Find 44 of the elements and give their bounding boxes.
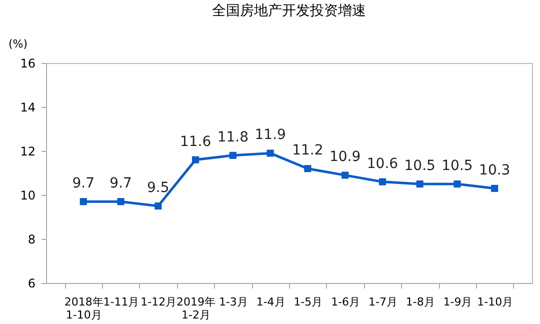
data-label: 10.9 xyxy=(329,149,361,166)
data-label: 10.3 xyxy=(479,162,510,178)
point xyxy=(378,178,386,186)
data-label: 10.6 xyxy=(366,156,398,172)
point xyxy=(80,198,87,206)
point xyxy=(117,198,124,206)
data-label: 9.7 xyxy=(110,176,132,192)
x-tick-label: 1-11月 xyxy=(103,296,140,308)
data-label: 10.5 xyxy=(442,158,473,174)
chart-title: 全国房地产开发投资增速 xyxy=(212,3,366,19)
point xyxy=(192,156,200,164)
point xyxy=(229,152,236,159)
y-tick-label: 6 xyxy=(28,276,36,290)
x-tick-label: 1-3月 xyxy=(218,296,248,308)
x-tick-label: 1-12月 xyxy=(140,296,177,308)
y-tick-label: 16 xyxy=(20,56,36,70)
data-label: 11.6 xyxy=(180,134,212,150)
point xyxy=(491,184,498,192)
data-label: 9.5 xyxy=(147,180,170,196)
y-tick-label: 12 xyxy=(20,144,36,158)
x-tick-label: 2018年 1-10月 xyxy=(64,296,104,322)
x-tick-label: 1-4月 xyxy=(256,296,286,308)
point xyxy=(416,180,424,188)
data-label: 11.8 xyxy=(217,129,249,146)
x-tick-label: 2019年 1-2月 xyxy=(176,296,216,322)
x-tick-label: 1-10月 xyxy=(477,296,514,308)
point xyxy=(342,172,349,179)
y-tick-label: 14 xyxy=(20,100,36,114)
x-tick-label: 1-6月 xyxy=(331,296,360,308)
point xyxy=(454,180,461,188)
y-tick-label: 8 xyxy=(28,232,36,246)
data-label: 9.7 xyxy=(72,176,95,192)
data-label: 11.2 xyxy=(292,142,324,159)
y-axis-title: (%) xyxy=(8,38,28,50)
x-tick-label: 1-9月 xyxy=(443,296,472,308)
x-tick-label: 1-7月 xyxy=(368,296,398,308)
x-tick-label: 1-8月 xyxy=(406,296,435,308)
point xyxy=(154,202,162,210)
point xyxy=(304,165,312,172)
x-tick-label: 1-5月 xyxy=(294,296,323,308)
point xyxy=(266,150,274,157)
y-tick-label: 10 xyxy=(20,188,36,202)
data-label: 11.9 xyxy=(254,127,286,144)
data-label: 10.5 xyxy=(404,158,436,174)
